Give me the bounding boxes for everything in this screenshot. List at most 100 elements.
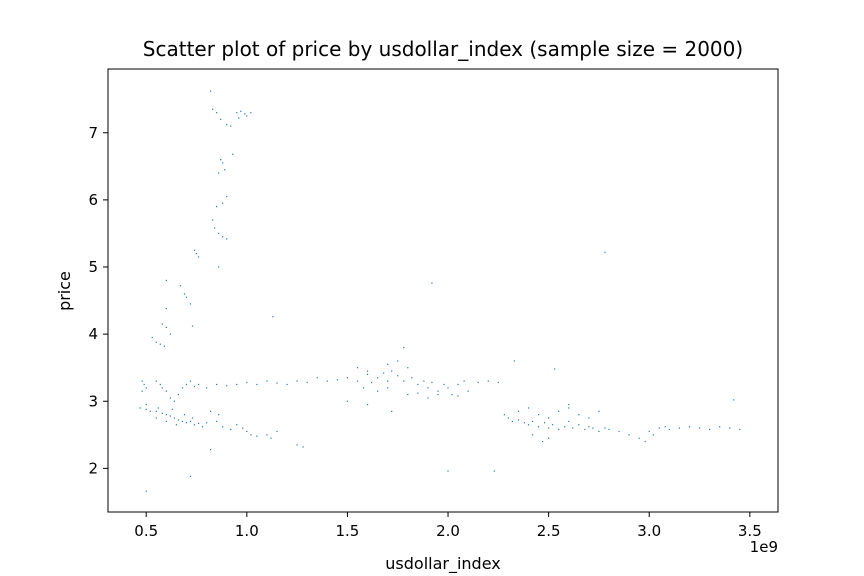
data-point: [447, 387, 449, 389]
data-point: [558, 410, 560, 412]
data-point: [145, 404, 147, 406]
points-layer: [139, 90, 741, 492]
data-point: [326, 380, 328, 382]
data-point: [197, 422, 200, 424]
data-point: [230, 125, 232, 127]
data-point: [443, 383, 445, 386]
data-point: [214, 227, 216, 229]
data-point: [246, 381, 248, 384]
x-tick-label: 1.5: [335, 522, 359, 540]
data-point: [177, 393, 180, 396]
data-point: [407, 393, 409, 396]
data-point: [159, 343, 161, 345]
data-point: [159, 383, 161, 386]
data-point: [719, 426, 721, 428]
data-point: [552, 424, 554, 426]
data-point: [604, 251, 606, 253]
data-point: [155, 341, 157, 343]
data-point: [564, 426, 566, 428]
data-point: [608, 428, 610, 431]
data-point: [729, 427, 731, 429]
data-point: [437, 393, 439, 396]
data-point: [183, 414, 186, 416]
data-point: [173, 400, 175, 402]
x-tick-label: 3.0: [637, 522, 661, 540]
data-point: [366, 404, 369, 406]
data-point: [230, 428, 232, 431]
data-point: [161, 387, 163, 389]
data-point: [197, 256, 200, 258]
data-point: [189, 380, 192, 382]
data-point: [296, 380, 298, 382]
x-axis-label: usdollar_index: [385, 554, 500, 574]
data-point: [173, 417, 175, 419]
data-point: [708, 428, 711, 431]
data-point: [141, 380, 143, 382]
data-point: [523, 422, 526, 424]
data-point: [181, 420, 184, 422]
data-point: [179, 285, 182, 287]
data-point: [193, 385, 196, 388]
data-point: [451, 393, 453, 396]
data-point: [346, 400, 349, 402]
data-point: [197, 383, 200, 386]
data-point: [558, 428, 560, 431]
data-point: [222, 202, 224, 204]
data-point: [568, 420, 570, 422]
data-point: [193, 249, 196, 251]
data-point: [266, 434, 268, 436]
data-point: [216, 420, 218, 422]
data-point: [201, 426, 204, 428]
data-point: [236, 112, 238, 114]
data-point: [356, 380, 359, 382]
data-point: [407, 367, 409, 369]
data-point: [531, 420, 534, 422]
data-point: [638, 437, 640, 439]
data-point: [169, 397, 171, 399]
data-point: [165, 390, 167, 392]
data-point: [503, 414, 505, 416]
data-point: [218, 232, 220, 235]
data-point: [383, 372, 385, 374]
data-point: [185, 296, 188, 298]
data-point: [598, 430, 600, 433]
data-point: [652, 434, 654, 436]
data-point: [151, 336, 153, 339]
data-point: [346, 377, 349, 379]
data-point: [527, 424, 530, 426]
data-point: [165, 414, 167, 416]
data-point: [568, 404, 570, 406]
data-point: [226, 238, 228, 240]
data-point: [236, 383, 238, 386]
data-point: [493, 470, 495, 472]
data-point: [210, 90, 212, 92]
data-point: [527, 407, 530, 409]
data-point: [387, 363, 389, 365]
x-tick-label: 0.5: [134, 522, 158, 540]
data-point: [246, 430, 248, 433]
data-point: [387, 380, 389, 382]
y-tick-label: 4: [88, 325, 98, 343]
data-point: [306, 381, 308, 384]
data-point: [155, 380, 157, 382]
data-point: [175, 424, 178, 426]
data-point: [205, 387, 208, 389]
data-point: [588, 417, 590, 419]
data-point: [497, 381, 499, 384]
data-point: [668, 428, 670, 431]
data-point: [161, 412, 163, 414]
data-point: [205, 422, 208, 424]
data-point: [163, 345, 165, 347]
data-point: [618, 430, 620, 433]
data-point: [698, 427, 701, 429]
data-point: [155, 417, 157, 419]
data-point: [316, 377, 318, 379]
data-point: [169, 333, 171, 335]
data-point: [397, 360, 399, 362]
data-point: [191, 417, 194, 419]
data-point: [216, 383, 218, 386]
data-point: [220, 118, 222, 120]
data-point: [688, 426, 691, 428]
